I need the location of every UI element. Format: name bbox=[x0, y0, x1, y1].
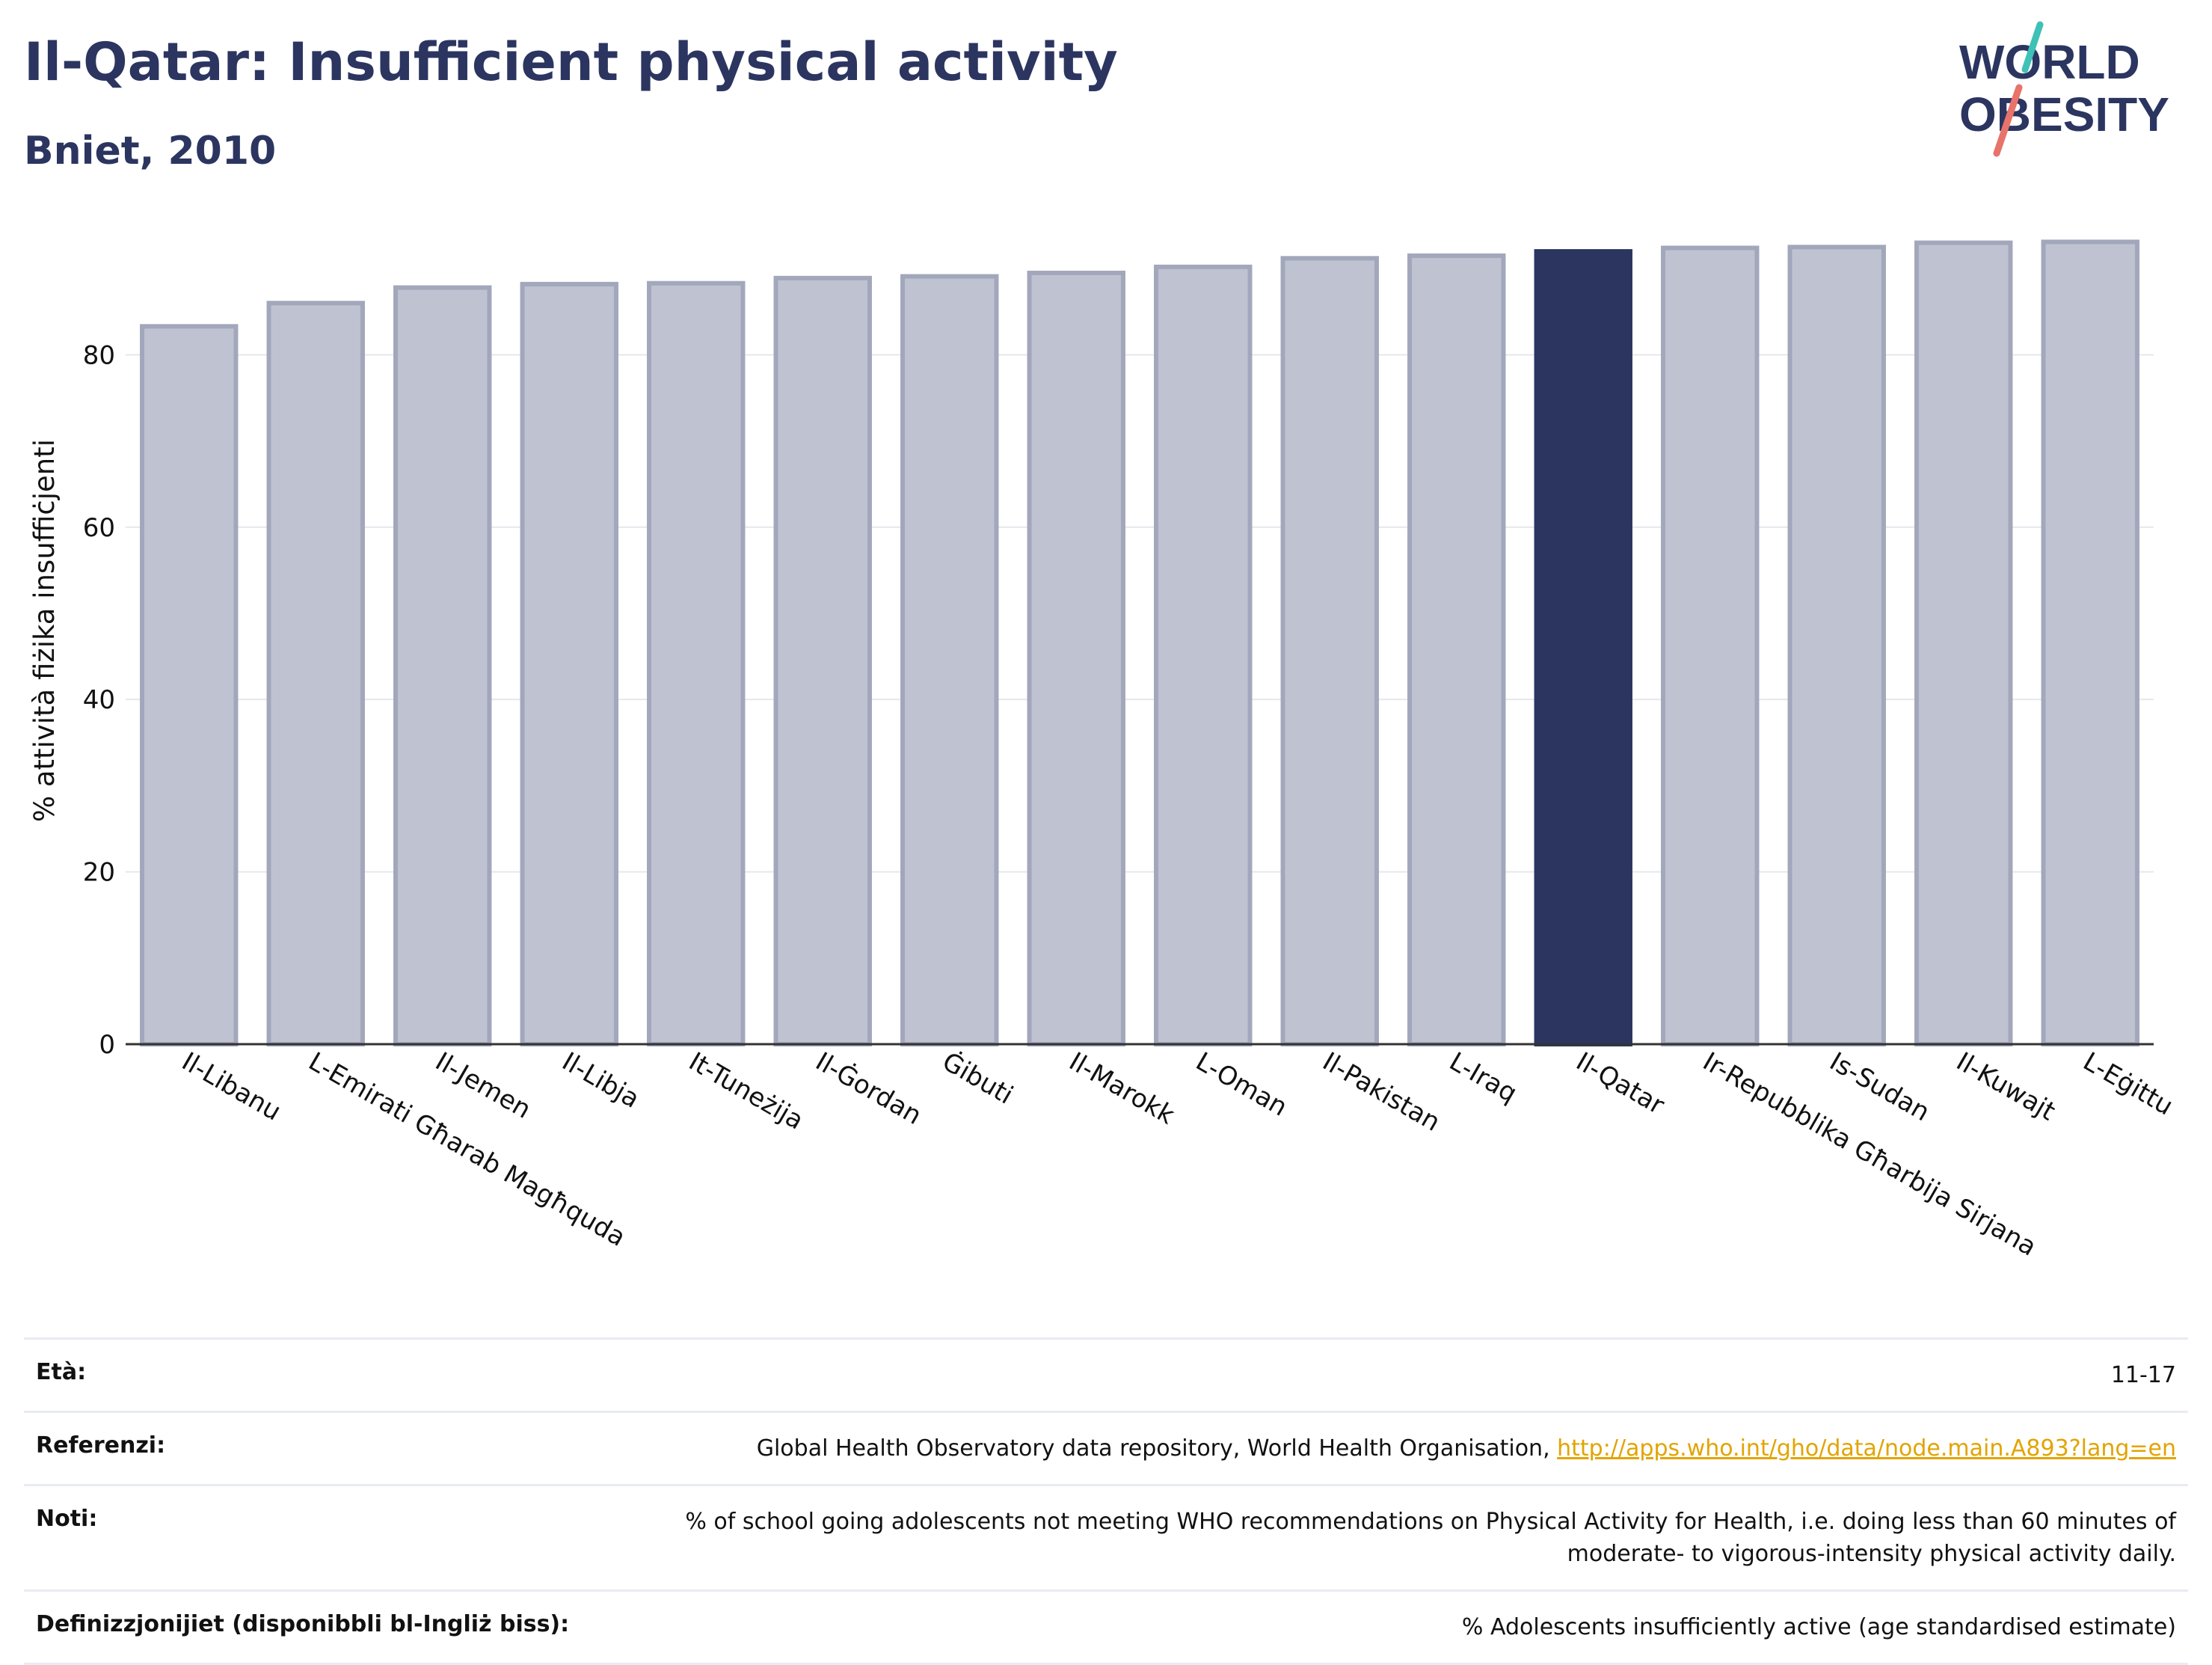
y-tick-label: 40 bbox=[83, 685, 115, 715]
y-tick-label: 80 bbox=[83, 340, 115, 370]
bars bbox=[140, 239, 2139, 1047]
x-tick-label: Il-Marokk bbox=[1064, 1046, 1180, 1130]
y-axis-label: % attività fiżika insuffiċjenti bbox=[28, 439, 61, 822]
info-row-references: Referenzi: Global Health Observatory dat… bbox=[24, 1411, 2188, 1485]
x-tick-label: Il-Jemen bbox=[430, 1046, 535, 1125]
bar bbox=[520, 281, 618, 1046]
x-tick-label: Il-Qatar bbox=[1571, 1046, 1670, 1120]
bar bbox=[1154, 264, 1253, 1047]
bar bbox=[647, 280, 746, 1047]
bar-highlighted bbox=[1534, 249, 1632, 1046]
x-tick-label: L-Iraq bbox=[1444, 1046, 1522, 1109]
references-label: Referenzi: bbox=[36, 1432, 166, 1459]
bar bbox=[1407, 253, 1506, 1046]
notes-value: % of school going adolescents not meetin… bbox=[685, 1509, 2176, 1567]
bar bbox=[2041, 239, 2139, 1047]
info-row-definitions: Definizzjonijiet (disponibbli bl-Ingliż … bbox=[24, 1590, 2188, 1664]
x-tick-label: Il-Pakistan bbox=[1318, 1046, 1446, 1138]
bar bbox=[773, 275, 872, 1046]
logo-word-obesity: OBESITY bbox=[1959, 88, 2169, 141]
y-tick-label: 20 bbox=[83, 858, 115, 888]
bar bbox=[393, 285, 492, 1046]
age-value: 11-17 bbox=[2110, 1362, 2176, 1388]
x-tick-label: Il-Ġordan bbox=[811, 1046, 927, 1131]
x-tick-label: Is-Sudan bbox=[1825, 1046, 1935, 1127]
x-tick-label: Il-Kuwajt bbox=[1951, 1046, 2060, 1126]
age-label: Età: bbox=[36, 1359, 87, 1385]
definitions-label: Definizzjonijiet (disponibbli bl-Ingliż … bbox=[36, 1611, 570, 1637]
bar bbox=[900, 274, 999, 1046]
bar bbox=[1027, 270, 1125, 1047]
logo-slash-teal bbox=[2021, 21, 2044, 73]
x-tick-label: Il-Libja bbox=[557, 1046, 645, 1114]
page-title: Il-Qatar: Insufficient physical activity bbox=[24, 31, 1118, 93]
y-tick-label: 0 bbox=[99, 1030, 115, 1060]
info-table: Età: 11-17 Referenzi: Global Health Obse… bbox=[24, 1337, 2188, 1665]
x-tick-label: L-Oman bbox=[1191, 1046, 1292, 1123]
bar bbox=[140, 324, 239, 1046]
x-tick-label: Ġibuti bbox=[937, 1046, 1019, 1110]
info-row-age: Età: 11-17 bbox=[24, 1338, 2188, 1412]
bar bbox=[1914, 240, 2013, 1046]
info-row-notes: Noti: % of school going adolescents not … bbox=[24, 1485, 2188, 1591]
x-tick-label: It-Tuneżija bbox=[683, 1046, 808, 1135]
x-tick-label: Il-Libanu bbox=[176, 1046, 286, 1126]
source-link[interactable]: http://apps.who.int/gho/data/node.main.A… bbox=[1557, 1435, 2176, 1462]
y-tick-label: 60 bbox=[83, 513, 115, 543]
notes-label: Noti: bbox=[36, 1506, 98, 1532]
references-value: Global Health Observatory data repositor… bbox=[581, 1412, 2188, 1485]
bar bbox=[1280, 256, 1379, 1046]
bar bbox=[266, 301, 365, 1047]
bar bbox=[1787, 245, 1886, 1047]
definitions-value: % Adolescents insufficiently active (age… bbox=[1461, 1614, 2176, 1640]
logo-slash-coral bbox=[1993, 84, 2023, 157]
world-obesity-logo: WORLD OBESITY bbox=[1959, 21, 2169, 157]
x-tick-label: L-Eġittu bbox=[2078, 1046, 2178, 1121]
page-subtitle: Bniet, 2010 bbox=[24, 129, 277, 174]
bar bbox=[1661, 245, 1760, 1047]
references-text: Global Health Observatory data repositor… bbox=[756, 1435, 1558, 1462]
logo-word-world: WORLD bbox=[1959, 35, 2140, 89]
